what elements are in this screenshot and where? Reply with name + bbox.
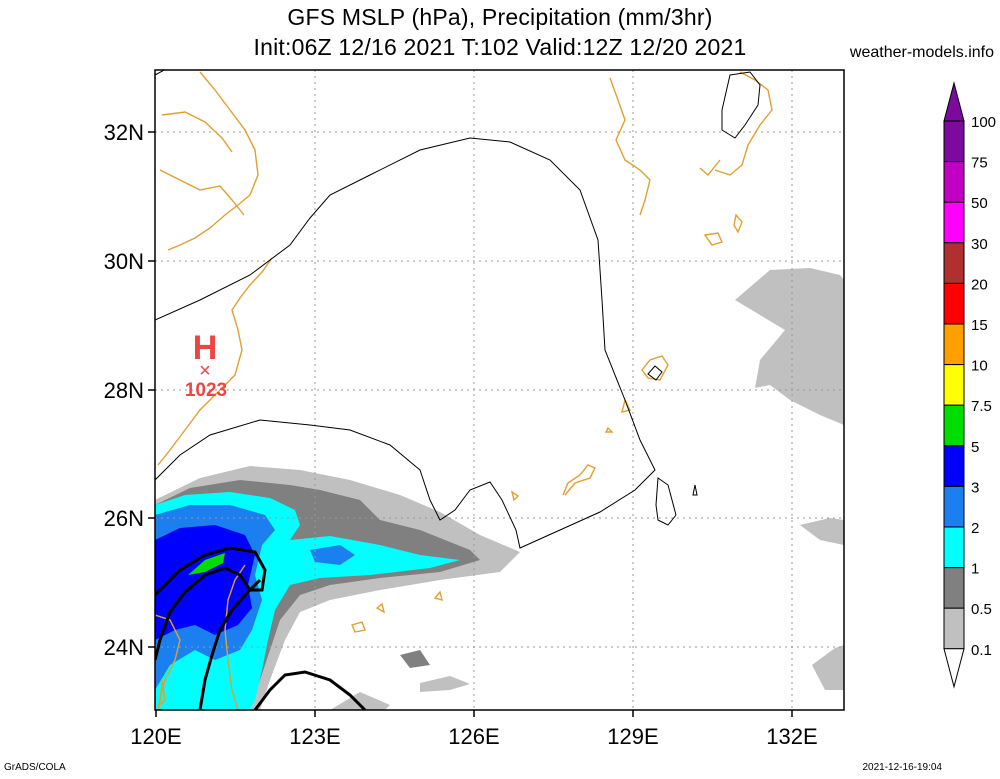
colorbar-swatch xyxy=(943,120,965,163)
lat-label: 26N xyxy=(104,506,144,531)
high-pressure-value: 1023 xyxy=(185,380,227,401)
lat-label: 32N xyxy=(104,120,144,145)
footer-credit: GrADS/COLA xyxy=(4,762,66,773)
chart-title-line1: GFS MSLP (hPa), Precipitation (mm/3hr) xyxy=(287,4,713,30)
colorbar-swatch xyxy=(943,364,965,406)
lon-label: 120E xyxy=(130,724,181,749)
precip-green xyxy=(188,553,225,575)
colorbar-label: 50 xyxy=(971,195,988,212)
axis-ticks xyxy=(148,131,793,717)
colorbar-swatch xyxy=(943,526,965,569)
isobar-thin xyxy=(155,70,761,549)
high-pressure-center: × xyxy=(199,360,211,382)
lon-label: 126E xyxy=(448,724,499,749)
longitude-labels: 120E 123E 126E 129E 132E xyxy=(130,724,817,749)
precip-colorbar: 100 75 50 30 20 15 10 7.5 5 3 2 1 0.5 0.1 xyxy=(943,81,996,689)
high-pressure-letter: H xyxy=(193,329,218,367)
colorbar-swatch xyxy=(943,485,965,528)
colorbar-swatch xyxy=(943,161,965,203)
lon-label: 132E xyxy=(766,724,817,749)
colorbar-swatch xyxy=(943,282,965,325)
colorbar-label: 5 xyxy=(971,439,979,456)
colorbar-label: 1 xyxy=(971,561,979,578)
map-area: H × 1023 xyxy=(155,70,844,710)
colorbar-bottom-arrow xyxy=(943,648,965,689)
colorbar-swatch xyxy=(943,201,965,244)
colorbar-label: 3 xyxy=(971,479,979,496)
high-pressure-marker: H × 1023 xyxy=(185,329,227,401)
lat-label: 28N xyxy=(104,378,144,403)
colorbar-top-arrow xyxy=(943,81,965,122)
colorbar-label: 30 xyxy=(971,236,988,253)
lat-label: 24N xyxy=(104,635,144,660)
colorbar-label: 0.5 xyxy=(971,601,992,618)
colorbar-swatch xyxy=(943,567,965,609)
colorbar-label: 75 xyxy=(971,155,988,172)
isobar-thick xyxy=(155,546,367,710)
site-credit: weather-models.info xyxy=(849,44,994,61)
colorbar-swatch xyxy=(943,242,965,284)
lon-label: 123E xyxy=(289,724,340,749)
footer-timestamp: 2021-12-16-19:04 xyxy=(862,762,942,773)
chart-title-line2: Init:06Z 12/16 2021 T:102 Valid:12Z 12/2… xyxy=(253,34,747,60)
latitude-labels: 32N 30N 28N 26N 24N xyxy=(104,120,144,660)
colorbar-label: 20 xyxy=(971,276,988,293)
colorbar-swatch xyxy=(943,445,965,487)
colorbar-label: 10 xyxy=(971,358,988,375)
colorbar-swatch xyxy=(943,404,965,447)
colorbar-label: 0.1 xyxy=(971,642,992,659)
lat-label: 30N xyxy=(104,249,144,274)
colorbar-swatch xyxy=(943,607,965,650)
lon-label: 129E xyxy=(607,724,658,749)
coastlines xyxy=(155,71,773,710)
colorbar-label: 15 xyxy=(971,317,988,334)
colorbar-label: 2 xyxy=(971,520,979,537)
colorbar-label: 7.5 xyxy=(971,398,992,415)
colorbar-label: 100 xyxy=(971,114,996,131)
colorbar-swatch xyxy=(943,323,965,366)
